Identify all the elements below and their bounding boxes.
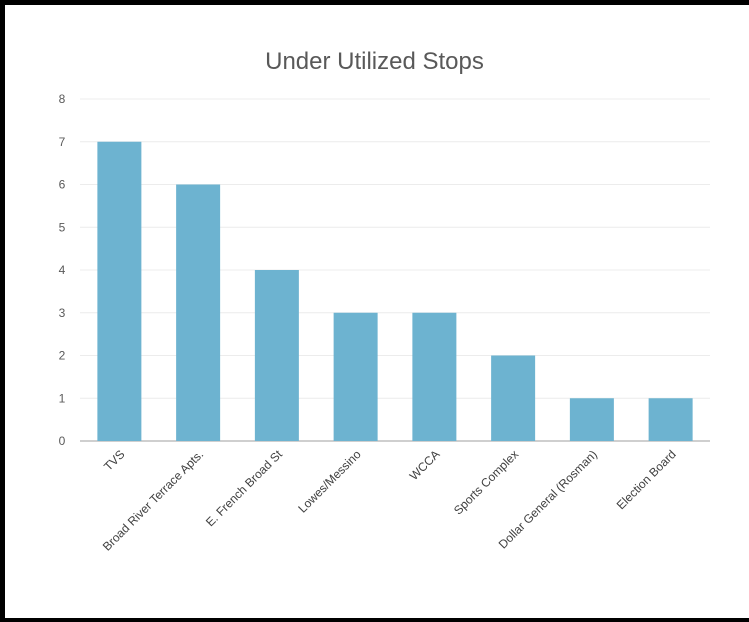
y-tick-label: 5 — [59, 220, 66, 234]
x-tick-label: WCCA — [407, 447, 443, 483]
bar — [648, 398, 693, 441]
x-tick-label: Election Board — [614, 447, 679, 512]
x-tick-label: Sports Complex — [451, 447, 521, 517]
x-tick-label: TVS — [101, 447, 127, 473]
bar — [333, 312, 378, 441]
y-tick-label: 1 — [59, 391, 66, 405]
bar — [176, 184, 221, 441]
y-tick-label: 2 — [59, 349, 66, 363]
bar — [412, 312, 457, 441]
y-tick-label: 0 — [59, 434, 66, 448]
chart-title: Under Utilized Stops — [265, 48, 484, 75]
y-tick-label: 3 — [59, 306, 66, 320]
y-tick-label: 7 — [59, 135, 66, 149]
bar — [491, 355, 536, 441]
y-tick-label: 8 — [59, 92, 66, 106]
x-tick-label: E. French Broad St — [203, 447, 286, 530]
y-tick-label: 6 — [59, 178, 66, 192]
bar — [97, 141, 142, 441]
bar — [569, 398, 614, 441]
y-tick-label: 4 — [59, 263, 66, 277]
x-tick-label: Lowes/Messino — [295, 447, 364, 516]
bar — [254, 270, 299, 441]
